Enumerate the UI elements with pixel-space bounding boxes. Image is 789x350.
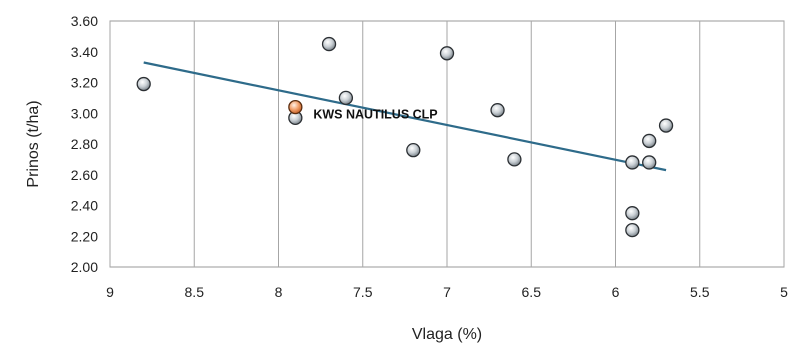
data-point — [643, 156, 656, 169]
data-point — [626, 207, 639, 220]
x-tick-label: 6 — [612, 284, 620, 300]
x-tick-label: 5 — [780, 284, 788, 300]
x-tick-label: 8 — [275, 284, 283, 300]
x-tick-label: 9 — [106, 284, 114, 300]
data-point — [491, 104, 504, 117]
y-axis-label: Prinos (t/ha) — [25, 100, 42, 187]
data-point — [441, 47, 454, 60]
x-tick-label: 7 — [443, 284, 451, 300]
y-tick-label: 3.60 — [71, 13, 98, 29]
y-tick-label: 2.80 — [71, 136, 98, 152]
data-point — [660, 119, 673, 132]
y-tick-label: 2.40 — [71, 198, 98, 214]
data-point — [407, 144, 420, 157]
x-tick-label: 7.5 — [353, 284, 373, 300]
highlight-data-point — [289, 101, 302, 114]
y-tick-label: 2.20 — [71, 228, 98, 244]
x-tick-label: 8.5 — [185, 284, 205, 300]
annotation-label: KWS NAUTILUS CLP — [313, 107, 437, 121]
y-tick-label: 3.00 — [71, 105, 98, 121]
y-tick-label: 2.00 — [71, 259, 98, 275]
data-point — [339, 91, 352, 104]
x-tick-label: 6.5 — [522, 284, 542, 300]
labels-layer: KWS NAUTILUS CLP — [313, 107, 437, 121]
x-axis-label: Vlaga (%) — [412, 326, 482, 343]
data-point — [508, 153, 521, 166]
y-tick-label: 3.20 — [71, 75, 98, 91]
y-tick-label: 2.60 — [71, 167, 98, 183]
points-layer — [137, 38, 672, 237]
data-point — [137, 78, 150, 91]
data-point — [643, 134, 656, 147]
data-point — [626, 156, 639, 169]
data-point — [626, 224, 639, 237]
x-tick-label: 5.5 — [690, 284, 710, 300]
data-point — [323, 38, 336, 51]
y-tick-label: 3.40 — [71, 44, 98, 60]
axis-layer: 9 8.5 8 7.5 7 6.5 6 5.5 5 3.60 3.40 3.20 3.00 2.80 2.6… — [25, 13, 788, 343]
